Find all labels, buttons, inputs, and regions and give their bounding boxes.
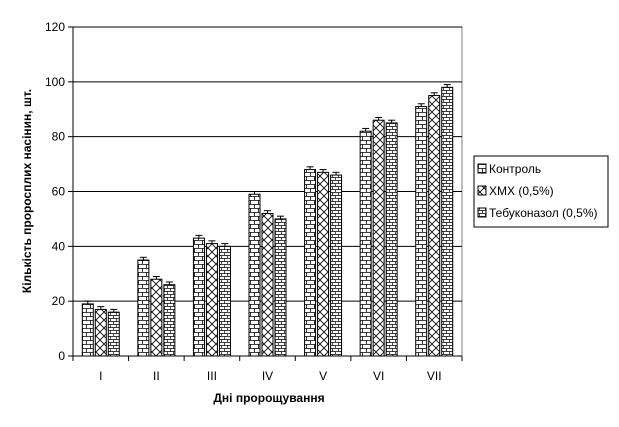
y-tick-label: 100 bbox=[45, 75, 65, 89]
legend-label-control: Контроль bbox=[489, 162, 541, 176]
bar-1-IV bbox=[248, 193, 261, 357]
x-axis-title: Дні пророщування bbox=[213, 391, 324, 405]
y-tick-label: 60 bbox=[52, 185, 66, 199]
y-tick-label: 20 bbox=[52, 294, 66, 308]
y-axis-title: Кількість проросплих насінин, шт. bbox=[20, 89, 34, 293]
plot-area bbox=[72, 26, 463, 357]
y-tick-label: 40 bbox=[52, 239, 66, 253]
bar-2-IV bbox=[261, 212, 274, 357]
y-tick-label: 0 bbox=[58, 349, 65, 363]
bar-3-I bbox=[107, 311, 120, 357]
legend-label-hmh: ХМХ (0,5%) bbox=[489, 184, 554, 198]
bar-2-VI bbox=[372, 119, 385, 357]
x-tick-label: III bbox=[207, 369, 217, 383]
y-tick-label: 120 bbox=[45, 20, 65, 34]
bar-3-VI bbox=[385, 122, 398, 357]
bar-1-II bbox=[137, 259, 150, 357]
bar-2-III bbox=[205, 243, 218, 357]
x-axis: I II III IV V VI VII bbox=[72, 355, 463, 383]
bar-2-II bbox=[150, 278, 163, 357]
y-tick-label: 80 bbox=[52, 130, 66, 144]
y-axis: 0 20 40 60 80 100 120 bbox=[45, 20, 74, 363]
legend-box bbox=[473, 155, 609, 228]
bar-2-I bbox=[94, 308, 107, 357]
bar-1-I bbox=[81, 303, 94, 357]
x-tick-label: IV bbox=[262, 369, 273, 383]
x-tick-label: V bbox=[319, 369, 327, 383]
x-tick-label: VI bbox=[373, 369, 384, 383]
legend: Контроль ХМХ (0,5%) Тебуконазол (0,5%) bbox=[473, 155, 609, 228]
bar-1-V bbox=[304, 169, 317, 357]
legend-label-tebuconazole: Тебуконазол (0,5%) bbox=[489, 206, 598, 220]
bar-3-V bbox=[330, 174, 343, 357]
x-tick-label: II bbox=[153, 369, 160, 383]
legend-swatch-hmh bbox=[477, 185, 487, 196]
legend-swatch-control bbox=[477, 163, 487, 174]
bar-1-VI bbox=[359, 130, 372, 357]
bar-3-III bbox=[218, 245, 231, 357]
bar-1-III bbox=[192, 237, 205, 357]
legend-swatch-tebuconazole bbox=[477, 207, 487, 218]
bar-2-V bbox=[317, 171, 330, 357]
bar-3-IV bbox=[274, 218, 287, 357]
bar-3-VII bbox=[441, 86, 454, 357]
bar-2-VII bbox=[428, 95, 441, 357]
x-tick-label: I bbox=[99, 369, 102, 383]
x-tick-label: VII bbox=[427, 369, 442, 383]
bar-3-II bbox=[163, 284, 176, 357]
bar-1-VII bbox=[415, 106, 428, 357]
